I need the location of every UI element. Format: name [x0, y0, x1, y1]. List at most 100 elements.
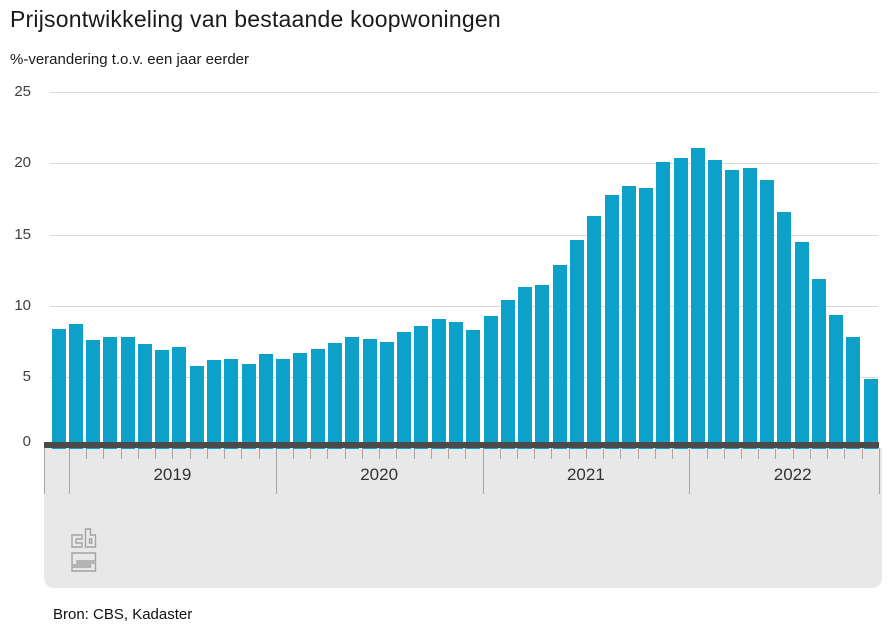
- axis-tick: [516, 448, 518, 459]
- bar[interactable]: [155, 350, 170, 449]
- axis-tick: [861, 448, 863, 459]
- bar[interactable]: [587, 216, 602, 449]
- bar[interactable]: [345, 337, 360, 449]
- bar[interactable]: [742, 167, 757, 449]
- axis-tick: [44, 448, 46, 494]
- bar[interactable]: [103, 337, 118, 449]
- axis-tick: [258, 448, 260, 459]
- y-axis-label: 10: [14, 296, 31, 314]
- axis-tick: [189, 448, 191, 459]
- bar[interactable]: [777, 211, 792, 449]
- bar[interactable]: [51, 328, 66, 449]
- axis-tick: [482, 448, 484, 494]
- axis-tick: [327, 448, 329, 459]
- bar[interactable]: [760, 180, 775, 449]
- bar-series: [51, 92, 879, 449]
- axis-tick: [758, 448, 760, 459]
- year-label-2022: 2022: [773, 465, 812, 484]
- bar[interactable]: [811, 278, 826, 449]
- axis-tick: [430, 448, 432, 459]
- bar[interactable]: [362, 338, 377, 449]
- bar[interactable]: [68, 324, 83, 449]
- bar[interactable]: [690, 147, 705, 449]
- bar[interactable]: [241, 364, 256, 449]
- axis-tick: [465, 448, 467, 459]
- bar[interactable]: [189, 365, 204, 449]
- bar[interactable]: [500, 300, 515, 449]
- axis-tick: [413, 448, 415, 459]
- axis-tick: [637, 448, 639, 459]
- bar[interactable]: [656, 161, 671, 449]
- bar[interactable]: [397, 331, 412, 449]
- axis-tick: [706, 448, 708, 459]
- axis-tick: [654, 448, 656, 459]
- source-text: Bron: CBS, Kadaster: [53, 606, 193, 623]
- bar[interactable]: [673, 157, 688, 449]
- chart-subtitle: %-verandering t.o.v. een jaar eerder: [10, 51, 250, 68]
- axis-tick: [69, 448, 70, 494]
- bar[interactable]: [172, 347, 187, 449]
- axis-tick: [344, 448, 346, 459]
- bar[interactable]: [466, 330, 481, 449]
- bar[interactable]: [414, 325, 429, 449]
- bar[interactable]: [207, 360, 222, 449]
- axis-tick: [396, 448, 398, 459]
- axis-tick: [172, 448, 174, 459]
- axis-tick: [310, 448, 312, 459]
- page-title: Prijsontwikkeling van bestaande koopwoni…: [10, 6, 501, 32]
- bar[interactable]: [224, 358, 239, 449]
- axis-tick: [844, 448, 846, 459]
- y-axis-label: 25: [14, 83, 31, 100]
- bar[interactable]: [258, 354, 273, 449]
- axis-tick: [792, 448, 794, 459]
- axis-tick: [448, 448, 450, 459]
- bar[interactable]: [86, 340, 101, 449]
- axis-tick: [103, 448, 105, 459]
- axis-tick: [361, 448, 363, 459]
- bar[interactable]: [310, 348, 325, 449]
- axis-tick: [689, 448, 691, 494]
- bar[interactable]: [293, 353, 308, 449]
- axis-tick: [206, 448, 208, 459]
- axis-tick: [155, 448, 157, 459]
- year-label-2020: 2020: [360, 465, 399, 484]
- gridline: [50, 234, 878, 236]
- axis-tick: [603, 448, 605, 459]
- bar[interactable]: [639, 187, 654, 449]
- axis-tick: [275, 448, 277, 494]
- bar[interactable]: [120, 337, 135, 449]
- axis-tick: [620, 448, 622, 459]
- bar[interactable]: [518, 287, 533, 449]
- axis-tick: [137, 448, 139, 459]
- axis-tick: [224, 448, 226, 459]
- gridline: [50, 305, 878, 307]
- bar[interactable]: [829, 314, 844, 449]
- bar[interactable]: [535, 284, 550, 449]
- bar[interactable]: [448, 321, 463, 449]
- bar[interactable]: [328, 343, 342, 449]
- axis-tick: [740, 448, 742, 459]
- bar[interactable]: [137, 344, 152, 449]
- bar[interactable]: [483, 315, 498, 449]
- axis-tick: [672, 448, 674, 459]
- bar[interactable]: [794, 241, 809, 449]
- bar[interactable]: [621, 186, 636, 449]
- bar[interactable]: [725, 170, 740, 449]
- bar[interactable]: [846, 337, 861, 449]
- bar[interactable]: [379, 341, 394, 449]
- bar[interactable]: [552, 264, 567, 449]
- bar[interactable]: [604, 194, 619, 449]
- axis-tick: [292, 448, 294, 459]
- bar[interactable]: [569, 240, 584, 449]
- bar[interactable]: [276, 358, 291, 449]
- x-axis-band: 2019 2020 2021 2022: [43, 448, 882, 588]
- axis-tick: [568, 448, 570, 459]
- bar[interactable]: [431, 318, 446, 449]
- bar[interactable]: [863, 378, 878, 449]
- axis-tick: [86, 448, 88, 459]
- bar[interactable]: [708, 160, 723, 449]
- axis-tick: [775, 448, 777, 459]
- axis-tick: [809, 448, 811, 459]
